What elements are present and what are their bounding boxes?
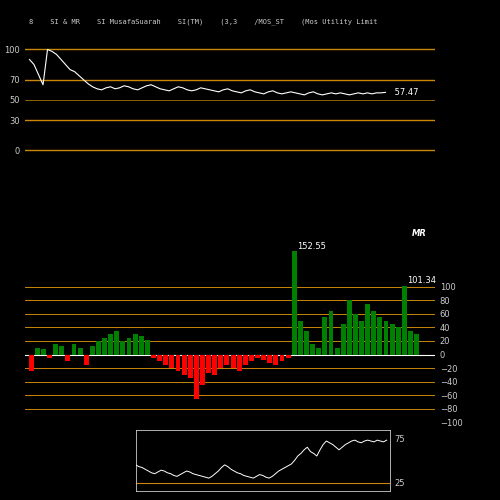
Bar: [212, 354, 217, 375]
Bar: [170, 354, 174, 368]
Bar: [396, 328, 400, 354]
Bar: [236, 354, 242, 372]
Bar: [286, 354, 290, 358]
Bar: [304, 331, 309, 354]
Bar: [402, 286, 407, 354]
Bar: [414, 334, 419, 354]
Bar: [359, 320, 364, 354]
Bar: [347, 300, 352, 354]
Bar: [188, 354, 192, 378]
Bar: [408, 331, 413, 354]
Bar: [139, 336, 143, 354]
Text: 8    SI & MR    SI MusafaSuarah    SI(TM)    (3,3    /MOS_ST    (Mos Utility Lim: 8 SI & MR SI MusafaSuarah SI(TM) (3,3 /M…: [29, 19, 378, 26]
Bar: [316, 348, 321, 354]
Bar: [47, 354, 52, 358]
Bar: [353, 314, 358, 354]
Bar: [390, 324, 394, 354]
Bar: [224, 354, 230, 364]
Bar: [35, 348, 40, 354]
Bar: [28, 354, 34, 372]
Bar: [194, 354, 199, 399]
Bar: [310, 344, 315, 354]
Bar: [365, 304, 370, 354]
Text: 152.55: 152.55: [298, 242, 326, 250]
Bar: [102, 338, 107, 354]
Bar: [372, 310, 376, 354]
Bar: [90, 346, 95, 354]
Bar: [261, 354, 266, 360]
Text: MR: MR: [412, 230, 427, 238]
Bar: [96, 341, 101, 354]
Bar: [164, 354, 168, 364]
Text: 57.47: 57.47: [392, 88, 418, 97]
Bar: [243, 354, 248, 364]
Bar: [328, 310, 334, 354]
Bar: [230, 354, 235, 368]
Bar: [78, 348, 82, 354]
Bar: [255, 354, 260, 358]
Bar: [218, 354, 224, 368]
Bar: [341, 324, 345, 354]
Bar: [132, 334, 138, 354]
Bar: [145, 340, 150, 354]
Bar: [384, 320, 388, 354]
Bar: [41, 349, 46, 354]
Bar: [378, 318, 382, 354]
Bar: [249, 354, 254, 362]
Bar: [72, 344, 76, 354]
Bar: [182, 354, 186, 375]
Bar: [114, 331, 119, 354]
Bar: [268, 354, 272, 362]
Bar: [120, 341, 126, 354]
Bar: [200, 354, 205, 385]
Bar: [151, 354, 156, 358]
Bar: [60, 346, 64, 354]
Bar: [176, 354, 180, 372]
Bar: [126, 338, 132, 354]
Bar: [298, 320, 303, 354]
Bar: [280, 354, 284, 362]
Bar: [53, 344, 58, 354]
Text: 101.34: 101.34: [408, 276, 436, 285]
Bar: [84, 354, 88, 364]
Bar: [334, 348, 340, 354]
Bar: [108, 334, 113, 354]
Bar: [292, 251, 296, 354]
Bar: [274, 354, 278, 364]
Bar: [206, 354, 211, 374]
Bar: [157, 354, 162, 362]
Bar: [322, 318, 328, 354]
Bar: [66, 354, 70, 362]
